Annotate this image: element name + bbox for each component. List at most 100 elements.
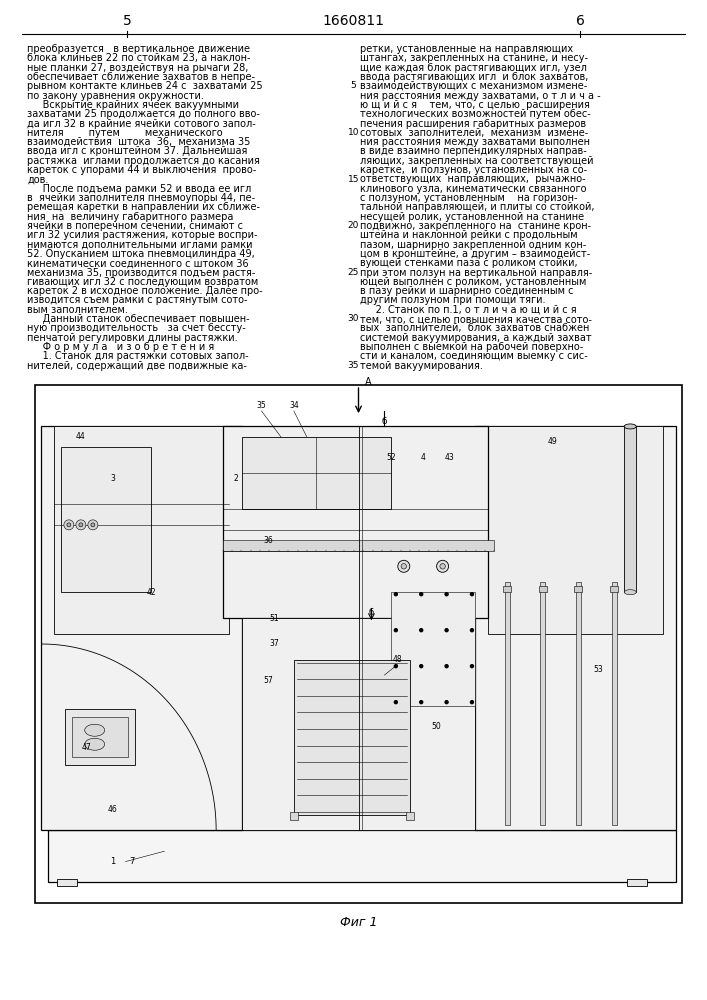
Text: ляющих, закрепленных на соответствующей: ляющих, закрепленных на соответствующей [360, 156, 593, 166]
Text: 7: 7 [129, 857, 135, 866]
Bar [475, 426, 675, 830]
Text: Фиг 1: Фиг 1 [340, 916, 378, 928]
Text: кареток с упорами 44 и выключения  прово-: кареток с упорами 44 и выключения прово- [27, 165, 256, 175]
Circle shape [445, 665, 448, 668]
Text: сти и каналом, соединяющим выемку с сис-: сти и каналом, соединяющим выемку с сис- [360, 351, 588, 361]
Text: 53: 53 [593, 665, 603, 674]
Text: 57: 57 [263, 676, 273, 685]
Text: 37: 37 [269, 640, 279, 648]
Circle shape [445, 629, 448, 632]
Bar [35, 385, 682, 903]
Text: в пазу рейки и шарнирно соединенным с: в пазу рейки и шарнирно соединенным с [360, 286, 573, 296]
Bar [407, 812, 414, 820]
Text: 5: 5 [351, 81, 356, 90]
Bar [539, 586, 547, 592]
Text: преобразуется   в вертикальное движение: преобразуется в вертикальное движение [27, 44, 250, 54]
Text: После подъема рамки 52 и ввода ее игл: После подъема рамки 52 и ввода ее игл [27, 184, 251, 194]
Text: клинового узла, кинематически связанного: клинового узла, кинематически связанного [360, 184, 587, 194]
Bar [42, 426, 242, 830]
Circle shape [395, 593, 397, 596]
Circle shape [395, 665, 397, 668]
Circle shape [395, 629, 397, 632]
Text: кинематически соединенного с штоком 36: кинематически соединенного с штоком 36 [27, 258, 249, 268]
Text: цом в кронштейне, а другим – взаимодейст-: цом в кронштейне, а другим – взаимодейст… [360, 249, 590, 259]
Bar [610, 586, 618, 592]
Bar [294, 660, 410, 815]
Text: дов.: дов. [27, 174, 48, 184]
Bar [61, 447, 151, 592]
Text: гивающих игл 32 с последующим возвратом: гивающих игл 32 с последующим возвратом [27, 277, 258, 287]
Circle shape [91, 523, 95, 527]
Text: обеспечивает сближение захватов в непре-: обеспечивает сближение захватов в непре- [27, 72, 255, 82]
Bar [505, 582, 510, 825]
Circle shape [398, 560, 410, 572]
Circle shape [440, 564, 445, 569]
Text: захватами 25 продолжается до полного вво-: захватами 25 продолжается до полного вво… [27, 109, 260, 119]
Text: 52: 52 [386, 453, 396, 462]
Text: Ф о р м у л а   и з о б р е т е н и я: Ф о р м у л а и з о б р е т е н и я [27, 342, 214, 352]
Text: 1: 1 [110, 857, 115, 866]
Circle shape [445, 593, 448, 596]
Text: игл 32 усилия растяжения, которые воспри-: игл 32 усилия растяжения, которые воспри… [27, 230, 257, 240]
Text: 44: 44 [76, 432, 85, 441]
Text: 52. Опусканием штока пневмоцилиндра 49,: 52. Опусканием штока пневмоцилиндра 49, [27, 249, 255, 259]
Text: 10: 10 [348, 128, 359, 137]
Text: 46: 46 [107, 805, 117, 814]
Text: 30: 30 [348, 314, 359, 323]
Circle shape [76, 520, 86, 530]
Text: в виде взаимно перпендикулярных направ-: в виде взаимно перпендикулярных направ- [360, 146, 587, 156]
Text: технологических возможностей путем обес-: технологических возможностей путем обес- [360, 109, 591, 119]
Text: пенчатой регулировки длины растяжки.: пенчатой регулировки длины растяжки. [27, 333, 238, 343]
Text: б: б [382, 417, 387, 426]
Text: 15: 15 [348, 175, 359, 184]
Text: ввода растягивающих игл  и блок захватов,: ввода растягивающих игл и блок захватов, [360, 72, 588, 82]
Text: нимаются дополнительными иглами рамки: нимаются дополнительными иглами рамки [27, 240, 252, 250]
Text: Данный станок обеспечивает повышен-: Данный станок обеспечивает повышен- [27, 314, 250, 324]
Bar [57, 879, 77, 886]
Text: 43: 43 [444, 453, 454, 462]
Text: 34: 34 [289, 401, 298, 410]
Circle shape [88, 520, 98, 530]
Circle shape [470, 593, 474, 596]
Circle shape [420, 629, 423, 632]
Bar [54, 426, 229, 634]
Bar [223, 540, 494, 551]
Bar [488, 426, 662, 634]
Text: 20: 20 [348, 221, 359, 230]
Text: рывном контакте клиньев 24 с  захватами 25: рывном контакте клиньев 24 с захватами 2… [27, 81, 262, 91]
Text: ввода игл с кронштейном 37. Дальнейшая: ввода игл с кронштейном 37. Дальнейшая [27, 146, 247, 156]
Circle shape [470, 665, 474, 668]
Bar [242, 437, 391, 509]
Bar [242, 618, 475, 830]
Text: кареток 2 в исходное положение. Далее про-: кареток 2 в исходное положение. Далее пр… [27, 286, 262, 296]
Text: системой вакуумирования, а каждый захват: системой вакуумирования, а каждый захват [360, 333, 592, 343]
Text: 35: 35 [257, 401, 267, 410]
Text: 3: 3 [110, 474, 115, 483]
Bar [575, 586, 583, 592]
Circle shape [470, 629, 474, 632]
Text: 5: 5 [122, 14, 132, 28]
Circle shape [470, 701, 474, 704]
Text: ную производительность   за счет бессту-: ную производительность за счет бессту- [27, 323, 246, 333]
Text: ответствующих  направляющих,  рычажно-: ответствующих направляющих, рычажно- [360, 174, 585, 184]
Bar [624, 426, 636, 592]
Text: тальной направляющей, и плиты со стойкой,: тальной направляющей, и плиты со стойкой… [360, 202, 595, 212]
Bar [48, 830, 675, 882]
Circle shape [64, 520, 74, 530]
Bar [71, 717, 128, 757]
Text: вым заполнителем.: вым заполнителем. [27, 305, 128, 315]
Text: несущей ролик, установленной на станине: несущей ролик, установленной на станине [360, 212, 584, 222]
Text: ю щ и й с я    тем, что, с целью  расширения: ю щ и й с я тем, что, с целью расширения [360, 100, 590, 110]
Bar [576, 582, 581, 825]
Text: 36: 36 [263, 536, 273, 545]
Text: темой вакуумирования.: темой вакуумирования. [360, 361, 483, 371]
Circle shape [395, 701, 397, 704]
Bar [540, 582, 545, 825]
Text: 35: 35 [348, 361, 359, 370]
Text: пазом, шарнирно закрепленной одним кон-: пазом, шарнирно закрепленной одним кон- [360, 240, 586, 250]
Bar [612, 582, 617, 825]
Circle shape [420, 701, 423, 704]
Ellipse shape [85, 738, 105, 750]
Text: 6: 6 [575, 14, 585, 28]
Text: Вскрытие крайних ячеек вакуумными: Вскрытие крайних ячеек вакуумными [27, 100, 239, 110]
